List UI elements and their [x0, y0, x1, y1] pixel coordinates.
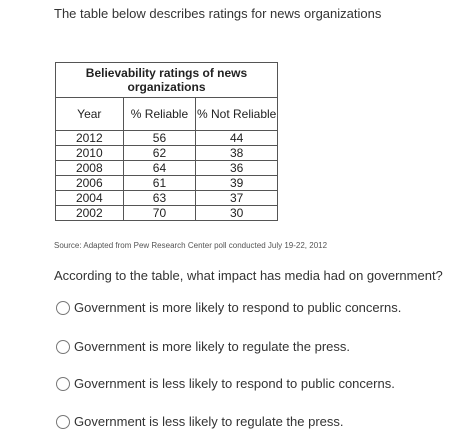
header-reliable: % Reliable: [122, 97, 197, 131]
table-row: 2002 70 30: [55, 205, 278, 221]
header-year: Year: [55, 97, 124, 131]
not-reliable-cell: 44: [195, 130, 278, 146]
radio-button[interactable]: [56, 300, 70, 315]
answer-option-a[interactable]: Government is more likely to respond to …: [56, 300, 401, 315]
table-row: 2010 62 38: [55, 145, 278, 161]
not-reliable-cell: 30: [195, 205, 278, 221]
year-cell: 2006: [55, 175, 124, 191]
radio-button[interactable]: [56, 376, 70, 391]
reliable-cell: 63: [122, 190, 197, 206]
option-label: Government is more likely to regulate th…: [74, 339, 351, 354]
year-cell: 2008: [55, 160, 124, 176]
table-caption: Believability ratings of news organizati…: [55, 62, 278, 98]
intro-text: The table below describes ratings for ne…: [54, 6, 382, 21]
year-cell: 2012: [55, 130, 124, 146]
reliable-cell: 70: [122, 205, 197, 221]
year-cell: 2002: [55, 205, 124, 221]
source-note: Source: Adapted from Pew Research Center…: [54, 241, 328, 250]
option-label: Government is less likely to regulate th…: [74, 414, 344, 429]
radio-button[interactable]: [56, 339, 70, 354]
reliable-cell: 61: [122, 175, 197, 191]
question-text: According to the table, what impact has …: [54, 268, 443, 283]
table-row: 2004 63 37: [55, 190, 278, 206]
year-cell: 2004: [55, 190, 124, 206]
not-reliable-cell: 39: [195, 175, 278, 191]
option-label: Government is less likely to respond to …: [74, 376, 395, 391]
not-reliable-cell: 38: [195, 145, 278, 161]
table-row: 2012 56 44: [55, 130, 278, 146]
not-reliable-cell: 37: [195, 190, 278, 206]
not-reliable-cell: 36: [195, 160, 278, 176]
year-cell: 2010: [55, 145, 124, 161]
reliable-cell: 56: [122, 130, 197, 146]
reliable-cell: 62: [122, 145, 197, 161]
ratings-table: Believability ratings of news organizati…: [55, 62, 278, 221]
answer-option-b[interactable]: Government is more likely to regulate th…: [56, 339, 350, 354]
answer-option-c[interactable]: Government is less likely to respond to …: [56, 376, 395, 391]
radio-button[interactable]: [56, 414, 70, 429]
option-label: Government is more likely to respond to …: [74, 300, 402, 315]
reliable-cell: 64: [122, 160, 197, 176]
table-row: 2008 64 36: [55, 160, 278, 176]
answer-option-d[interactable]: Government is less likely to regulate th…: [56, 414, 344, 429]
header-not-reliable: % Not Reliable: [195, 97, 278, 131]
table-row: 2006 61 39: [55, 175, 278, 191]
